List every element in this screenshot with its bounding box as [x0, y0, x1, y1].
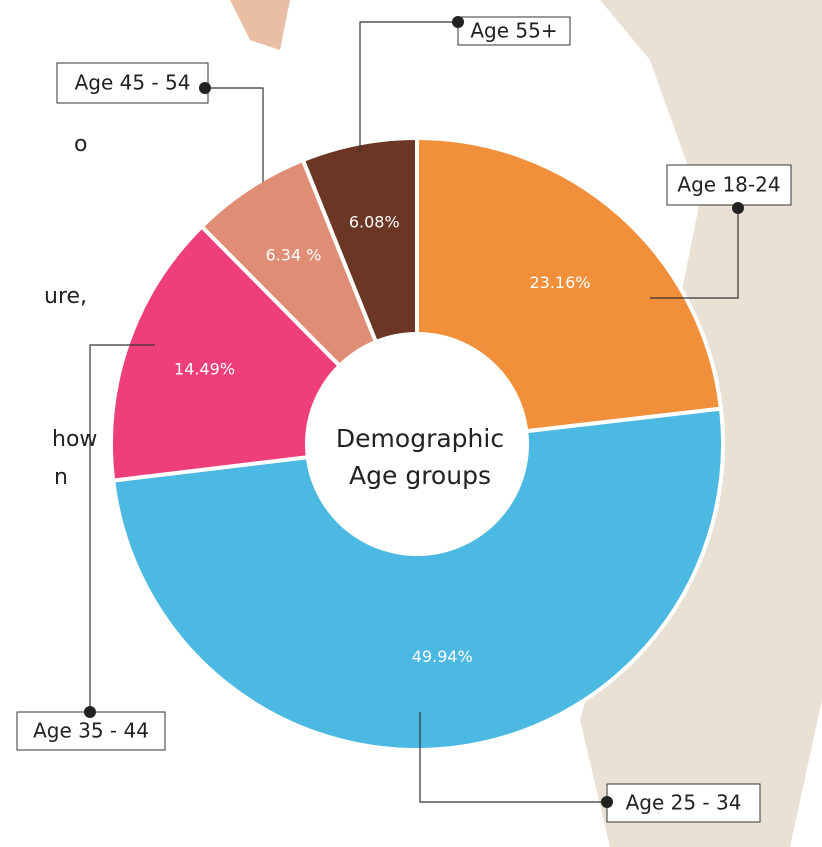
leader-line: [205, 88, 263, 182]
category-label: Age 35 - 44: [33, 719, 149, 743]
value-label: 23.16%: [529, 273, 590, 292]
background-text: o ure, how n: [44, 132, 97, 490]
leader-dot: [199, 82, 211, 94]
leader-dot: [84, 706, 96, 718]
chart: o ure, how n Demographic Age groups 23.1…: [0, 0, 822, 847]
center-text: Age groups: [349, 461, 491, 490]
leader-line: [360, 22, 458, 152]
leader-dot: [732, 202, 744, 214]
paragraph-fragment: n: [54, 465, 68, 490]
value-label: 49.94%: [412, 647, 473, 666]
value-label: 6.34 %: [266, 245, 322, 264]
value-label: 14.49%: [174, 359, 235, 378]
paragraph-fragment: o: [74, 132, 87, 157]
leader-dot: [601, 796, 613, 808]
page: o ure, how n Demographic Age groups 23.1…: [0, 0, 822, 847]
category-label: Age 55+: [470, 19, 557, 43]
category-label: Age 25 - 34: [626, 791, 742, 815]
center-text: Demographic: [336, 424, 504, 453]
leader-dot: [452, 16, 464, 28]
paragraph-fragment: ure,: [44, 284, 87, 309]
category-label: Age 45 - 54: [75, 71, 191, 95]
value-label: 6.08%: [349, 213, 400, 232]
category-label: Age 18-24: [677, 173, 780, 197]
